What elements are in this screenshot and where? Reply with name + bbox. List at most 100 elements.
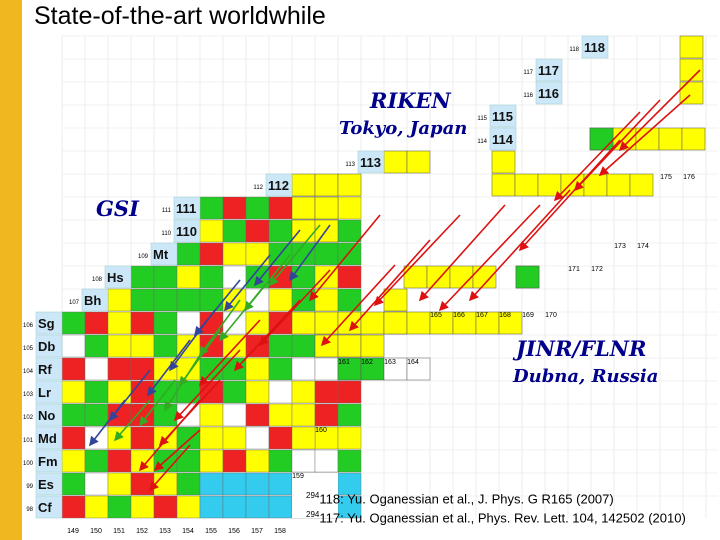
nuclide-cell [245,449,270,473]
atomic-number: 99 [26,484,33,490]
nuclide-cell [153,472,178,496]
nuclide-cell [176,311,201,335]
nuclide-cell [606,173,631,197]
element-label-box [35,403,63,427]
decay-arrow [373,214,461,307]
nuclide-cell [337,334,362,358]
nuclide-cell [292,473,338,518]
nuclide-cell [314,357,339,381]
nuclide-cell [314,449,339,473]
nuclide-cell [199,403,224,427]
nuclide-cell [153,403,178,427]
nuclide-cell [61,449,86,473]
nuclide-cell [268,426,293,450]
jinr-label: JINR/FLNR [516,336,647,361]
nuclide-cell [268,380,293,404]
element-label-box [35,334,63,358]
nuclide-cell [383,150,408,174]
nuclide-cell [314,242,339,266]
element-label-box [535,58,563,82]
element-symbol: Rf [38,362,52,377]
nuclide-cell [176,288,201,312]
nuclide-cell [291,265,316,289]
atomic-number: 110 [161,231,171,237]
decay-arrow [218,284,266,342]
neutron-number: 171 [568,266,580,273]
neutron-number: 173 [614,243,626,250]
atomic-number: 113 [345,162,355,168]
decay-arrow [199,299,241,357]
element-symbol: Es [38,477,54,492]
nuclide-cell [472,265,497,289]
atomic-number: 112 [253,185,263,191]
nuclide-cell [130,265,155,289]
nuclide-cell [515,265,540,289]
nuclide-cell [107,288,132,312]
neutron-number: 152 [136,528,148,535]
nuclide-cell [658,127,683,151]
element-symbol: 115 [492,109,513,124]
neutron-number: 174 [637,243,649,250]
decay-arrow [553,111,641,202]
nuclide-cell [222,196,247,220]
nuclide-cell [222,403,247,427]
nuclide-cell [199,357,224,381]
element-label-box [35,426,63,450]
atomic-number: 107 [69,300,80,306]
nuclide-cell [291,403,316,427]
atomic-number: 102 [23,415,34,421]
atomic-number: 105 [23,346,34,352]
neutron-number: 169 [522,312,534,319]
nuclide-cell [153,311,178,335]
nuclide-cell [268,219,293,243]
reference-117: 294117: Yu. Oganessian et al., Phys. Rev… [306,510,686,526]
nuclide-cell [449,265,474,289]
nuclide-cell [84,357,109,381]
element-symbol: Hs [107,270,124,285]
element-symbol: Bh [84,293,101,308]
element-symbol: 118 [584,40,605,55]
nuclide-cell [337,219,362,243]
nuclide-cell [222,472,247,496]
nuclide-cell [153,334,178,358]
neutron-number: 170 [545,312,557,319]
nuclide-cell [268,288,293,312]
nuclide-cell [291,449,316,473]
nuclide-cell [130,334,155,358]
nuclide-cell [153,265,178,289]
nuclide-cell [199,472,224,496]
nuclide-cell [268,472,293,496]
nuclide-cell [84,426,109,450]
atomic-number: 108 [92,277,103,283]
decay-arrow [618,69,701,152]
element-symbol: Mt [153,247,169,262]
nuclide-cell [245,403,270,427]
neutron-number: 157 [251,528,263,535]
atomic-number: 100 [23,461,34,467]
nuclide-cell [153,288,178,312]
nuclide-cell [176,472,201,496]
nuclide-cell [245,288,270,312]
nuclide-cell [130,495,155,519]
decay-arrow [518,139,621,252]
element-symbol: 114 [492,132,514,147]
nuclide-cell [61,403,86,427]
decay-arrow [169,309,216,372]
element-symbol: Db [38,339,55,354]
nuclide-cell [199,265,224,289]
riken-location: Tokyo, Japan [339,118,468,139]
element-label-box [35,357,63,381]
nuclide-cell [629,173,654,197]
element-label-box [581,35,609,59]
nuclide-cell [107,472,132,496]
nuclide-cell [291,196,316,220]
neutron-number: 160 [315,427,327,434]
decay-arrow [308,214,381,302]
nuclide-cell [84,334,109,358]
nuclide-cell [337,449,362,473]
nuclide-cell [537,173,562,197]
atomic-number: 117 [523,70,533,76]
element-label-box [104,265,132,289]
nuclide-cell [61,472,86,496]
